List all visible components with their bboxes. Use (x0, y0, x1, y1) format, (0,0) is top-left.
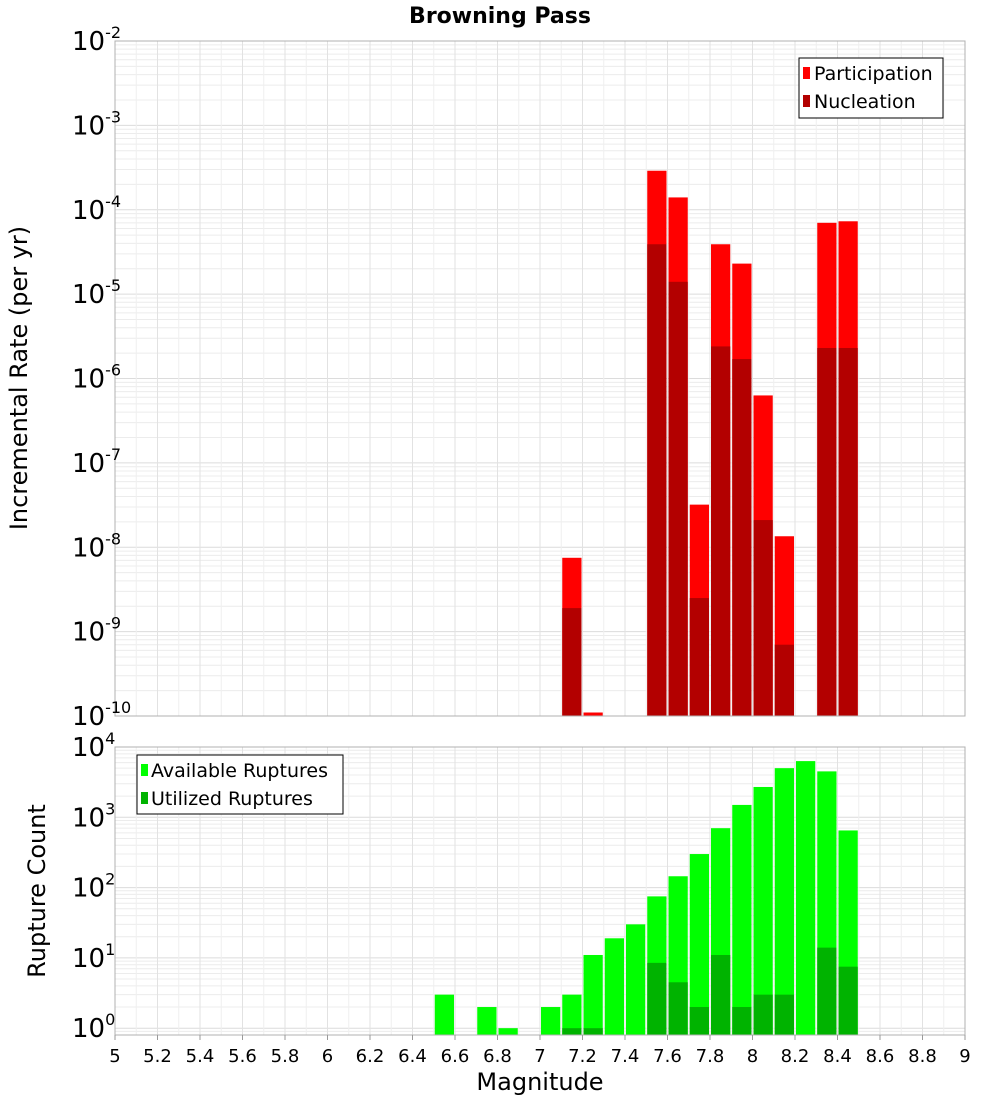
bottom-y-tick-label: 101 (72, 940, 115, 974)
bottom-bars (434, 761, 858, 1035)
bottom-y-tick-label: 104 (72, 729, 115, 763)
x-tick-label: 6.2 (356, 1046, 385, 1067)
available-ruptures-bar (604, 938, 624, 1035)
available-ruptures-bar (498, 1028, 518, 1035)
bottom-y-ticks: 100 101 102 103 104 (72, 729, 115, 1044)
legend-label-nucleation: Nucleation (814, 91, 916, 113)
available-ruptures-bar (541, 1007, 561, 1035)
legend-label-utilized: Utilized Ruptures (151, 788, 313, 810)
bottom-legend: Available Ruptures Utilized Ruptures (136, 754, 344, 815)
nucleation-bar (753, 520, 773, 716)
bottom-y-tick-label: 102 (72, 870, 115, 904)
utilized-ruptures-bar (774, 994, 794, 1035)
available-ruptures-bar (477, 1007, 497, 1035)
x-tick-label: 7.8 (696, 1046, 725, 1067)
top-y-tick-label: 10-7 (72, 445, 121, 479)
nucleation-bar (838, 347, 858, 716)
x-tick-label: 6 (322, 1046, 333, 1067)
top-y-ticks: 10-10 10-9 10-8 10-7 10-6 10-5 10-4 10-3 10-2 (72, 23, 131, 732)
x-tick-label: 6.6 (441, 1046, 470, 1067)
utilized-ruptures-bar (647, 962, 667, 1035)
nucleation-bar (732, 359, 752, 716)
x-tick-label: 7.6 (653, 1046, 682, 1067)
top-panel: 10-10 10-9 10-8 10-7 10-6 10-5 10-4 10-3 10-2 In… (5, 23, 966, 732)
utilized-ruptures-bar (711, 954, 731, 1035)
top-y-axis-label: Incremental Rate (per yr) (5, 226, 33, 530)
bottom-panel: 100 101 102 103 104 5 5.2 5.4 5.6 5.8 6 6.2 6.4 6.6 6… (23, 729, 971, 1096)
nucleation-bar (562, 608, 582, 716)
top-y-tick-label: 10-3 (72, 107, 121, 141)
available-ruptures-bar (732, 804, 752, 1035)
x-tick-label: 5 (109, 1046, 120, 1067)
top-y-tick-label: 10-2 (72, 23, 121, 57)
utilized-ruptures-bar (732, 1007, 752, 1035)
top-legend-box (798, 57, 944, 119)
x-tick-label: 8.6 (866, 1046, 895, 1067)
bottom-y-axis-label: Rupture Count (23, 804, 51, 978)
nucleation-bar (711, 346, 731, 716)
available-ruptures-bar (626, 924, 646, 1035)
x-axis-label: Magnitude (476, 1068, 603, 1096)
nucleation-bar (647, 244, 667, 717)
x-tick-label: 8 (747, 1046, 758, 1067)
legend-swatch-utilized (141, 792, 148, 804)
available-ruptures-bar (583, 954, 603, 1035)
top-gridlines (114, 40, 966, 717)
utilized-ruptures-bar (668, 982, 688, 1035)
available-ruptures-bar (689, 854, 709, 1035)
utilized-ruptures-bar (689, 1007, 709, 1035)
top-legend: Participation Nucleation (798, 57, 944, 119)
utilized-ruptures-bar (562, 1028, 582, 1035)
top-y-tick-label: 10-10 (72, 698, 131, 732)
bottom-y-tick-label: 103 (72, 799, 115, 833)
x-tick-label: 5.8 (271, 1046, 300, 1067)
x-tick-label: 5.4 (186, 1046, 215, 1067)
top-plot-border (114, 40, 966, 717)
x-tick-label: 9 (959, 1046, 970, 1067)
nucleation-bar (689, 598, 709, 716)
available-ruptures-bar (753, 786, 773, 1035)
x-tick-label: 6.4 (398, 1046, 427, 1067)
x-tick-label: 8.2 (781, 1046, 810, 1067)
x-tick-label: 7 (534, 1046, 545, 1067)
legend-label-participation: Participation (814, 63, 933, 85)
top-y-tick-label: 10-5 (72, 276, 121, 310)
participation-bar (583, 712, 603, 716)
bottom-y-tick-label: 100 (72, 1010, 115, 1044)
chart-title: Browning Pass (409, 4, 591, 29)
top-y-tick-label: 10-8 (72, 529, 121, 563)
top-y-tick-label: 10-4 (72, 192, 121, 226)
top-bars (562, 170, 858, 717)
legend-label-available: Available Ruptures (151, 760, 328, 782)
nucleation-bar (774, 644, 794, 716)
nucleation-bar (668, 281, 688, 716)
x-tick-label: 7.4 (611, 1046, 640, 1067)
x-tick-label: 5.2 (143, 1046, 172, 1067)
utilized-ruptures-bar (753, 994, 773, 1035)
x-tick-label: 5.6 (228, 1046, 257, 1067)
legend-swatch-available (141, 764, 148, 776)
nucleation-bar (817, 347, 837, 716)
utilized-ruptures-bar (838, 966, 858, 1035)
x-ticks: 5 5.2 5.4 5.6 5.8 6 6.2 6.4 6.6 6.8 7 7.2 7.4 7.6 7.8 8… (109, 1035, 971, 1067)
top-y-tick-label: 10-9 (72, 614, 121, 648)
available-ruptures-bar (562, 994, 582, 1035)
x-tick-label: 7.2 (568, 1046, 597, 1067)
x-tick-label: 6.8 (483, 1046, 512, 1067)
bottom-legend-box (136, 754, 344, 815)
utilized-ruptures-bar (817, 947, 837, 1035)
available-ruptures-bar (774, 768, 794, 1035)
available-ruptures-bar (796, 761, 816, 1035)
x-tick-label: 8.8 (908, 1046, 937, 1067)
legend-swatch-participation (803, 67, 810, 79)
legend-swatch-nucleation (803, 95, 810, 107)
available-ruptures-bar (434, 994, 454, 1035)
x-tick-label: 8.4 (823, 1046, 852, 1067)
top-y-tick-label: 10-6 (72, 361, 121, 395)
utilized-ruptures-bar (583, 1028, 603, 1035)
